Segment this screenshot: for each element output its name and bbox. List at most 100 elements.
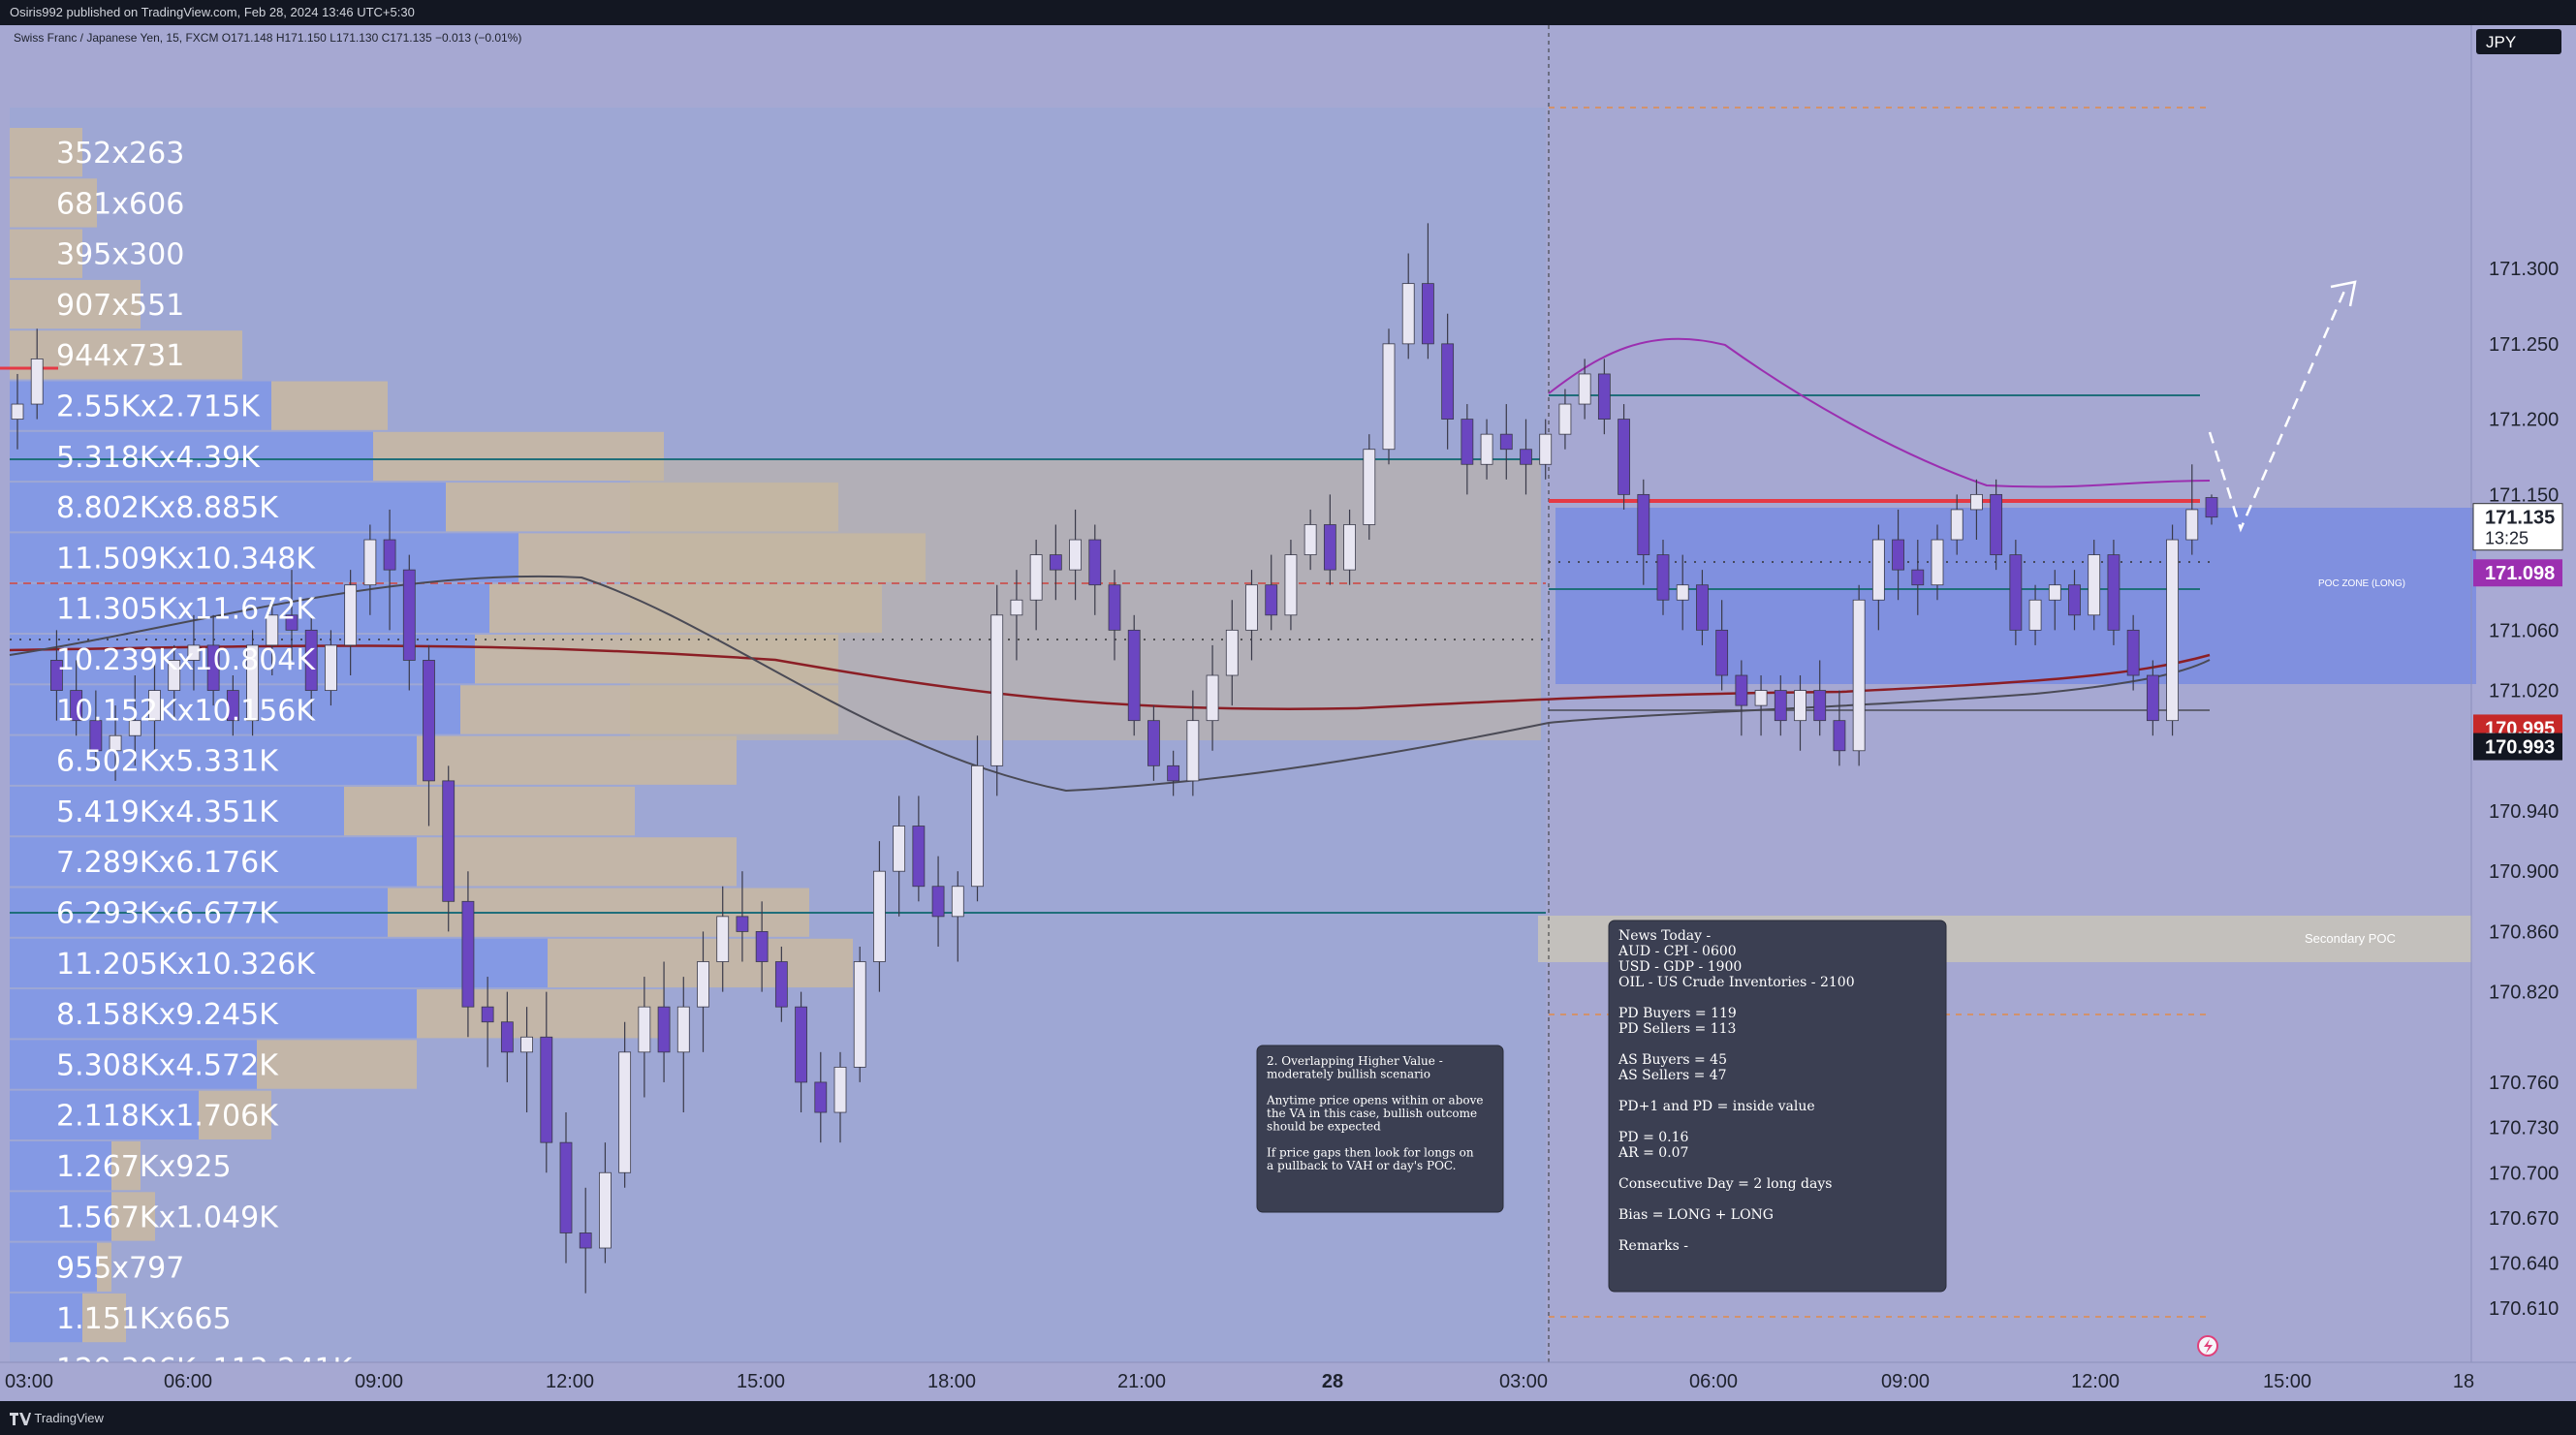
candle-body — [1441, 343, 1455, 421]
scenario-note-line: If price gaps then look for longs on — [1267, 1146, 1474, 1160]
vp-row-label: 6.502Kx5.331K — [56, 745, 279, 779]
candle — [1069, 509, 1082, 601]
candle-body — [1931, 539, 1944, 586]
candle — [1167, 750, 1180, 796]
news-box-line: Bias = LONG + LONG — [1618, 1207, 1774, 1223]
vp-row-label: 10.239Kx10.804K — [56, 643, 316, 677]
candle — [1656, 540, 1670, 615]
candle-body — [363, 539, 377, 586]
price-tick-label: 170.860 — [2489, 921, 2559, 943]
candle — [1715, 600, 1729, 691]
candle — [1284, 540, 1298, 631]
candle-body — [931, 886, 945, 918]
candle-body — [285, 614, 298, 631]
candle — [1323, 494, 1336, 585]
vp-row-label: 11.305Kx11.672K — [56, 593, 316, 627]
candle-body — [2048, 584, 2061, 601]
candle-body — [697, 961, 709, 1008]
candle-body — [481, 1006, 494, 1023]
candle — [1147, 705, 1160, 781]
candle — [1852, 584, 1866, 766]
candle — [1696, 570, 1709, 645]
candle — [304, 614, 318, 721]
candle-body — [774, 961, 788, 1008]
candle — [1480, 419, 1493, 480]
candle — [481, 977, 494, 1068]
vp-bar-bid — [10, 431, 373, 482]
footer-bar: TradingView — [0, 1401, 2576, 1435]
candle-body — [206, 644, 220, 691]
currency-badge-bg — [2476, 29, 2561, 54]
candle-body — [520, 1036, 533, 1053]
scenario-note-line: 2. Overlapping Higher Value - — [1267, 1054, 1443, 1068]
scenario-note-line: the VA in this case, bullish outcome — [1267, 1107, 1477, 1120]
vp-bar-ask — [417, 735, 737, 785]
candle-body — [1029, 554, 1043, 601]
candle-body — [1167, 764, 1180, 782]
candle — [2068, 570, 2081, 631]
candle — [520, 1007, 533, 1113]
candle — [1637, 479, 1650, 585]
vp-bar-ask — [417, 989, 664, 1039]
vp-bar-ask — [111, 1192, 155, 1241]
currency-badge[interactable]: JPY — [2476, 29, 2561, 54]
candle-body — [1774, 690, 1787, 722]
vp-row-label: 5.419Kx4.351K — [56, 795, 279, 829]
price-label-purple: 171.098 — [2473, 559, 2562, 587]
candle — [1049, 524, 1062, 601]
vp-bar-bid — [10, 989, 417, 1039]
candle — [1754, 675, 1768, 736]
vp-bar-ask — [344, 786, 635, 836]
time-tick-label: 06:00 — [164, 1371, 212, 1392]
time-tick-label: 18:00 — [927, 1371, 976, 1392]
price-tick-label: 170.700 — [2489, 1163, 2559, 1184]
candle-body — [500, 1021, 514, 1053]
vp-bar-bid — [10, 483, 446, 532]
price-chart[interactable]: POC ZONE (LONG) Secondary POC 352x263 681x… — [0, 25, 2576, 1401]
value-area-block — [630, 459, 1541, 740]
candle — [1520, 419, 1532, 495]
candle-body — [657, 1006, 671, 1053]
candle-body — [2028, 599, 2042, 631]
candle-body — [1225, 629, 1239, 676]
candle — [1108, 570, 1121, 661]
vp-bar-bid — [10, 533, 518, 582]
candle — [1618, 404, 1630, 510]
candle — [1245, 570, 1258, 661]
vp-bar-bid — [10, 938, 548, 988]
candle-body — [1323, 524, 1336, 571]
candle-body — [1520, 449, 1532, 465]
candle-body — [1656, 554, 1670, 601]
price-label-black: 170.993 — [2473, 733, 2562, 761]
vp-row-label: 1.151Kx665 — [56, 1302, 232, 1336]
candle-body — [11, 403, 24, 421]
candle-body — [951, 886, 964, 918]
candle — [30, 328, 44, 420]
candle — [1597, 359, 1611, 435]
candle-body — [1813, 690, 1827, 722]
candle-body — [187, 644, 201, 661]
vp-row-label: 11.205Kx10.326K — [56, 948, 316, 982]
candle-body — [1676, 584, 1689, 601]
candle — [109, 705, 122, 781]
tradingview-logo[interactable]: TradingView — [10, 1401, 104, 1435]
lightning-icon[interactable] — [2197, 1335, 2218, 1357]
vp-row-label: 7.289Kx6.176K — [56, 846, 279, 880]
brand-label: TradingView — [34, 1411, 104, 1425]
candle — [2205, 494, 2218, 525]
sma-grey — [9, 575, 2211, 793]
candle-body — [1715, 629, 1729, 676]
candle-body — [559, 1141, 573, 1233]
candle-body — [2166, 539, 2179, 722]
scenario-note-line: moderately bullish scenario — [1267, 1068, 1430, 1081]
candle-body — [1794, 690, 1806, 722]
candle — [1558, 389, 1572, 450]
candle — [2088, 540, 2101, 631]
candle-body — [1461, 419, 1474, 465]
price-label-text: 171.098 — [2485, 563, 2555, 584]
candle-body — [304, 629, 318, 691]
candle-body — [1010, 599, 1023, 616]
candle — [285, 570, 298, 661]
candle — [1774, 675, 1787, 736]
